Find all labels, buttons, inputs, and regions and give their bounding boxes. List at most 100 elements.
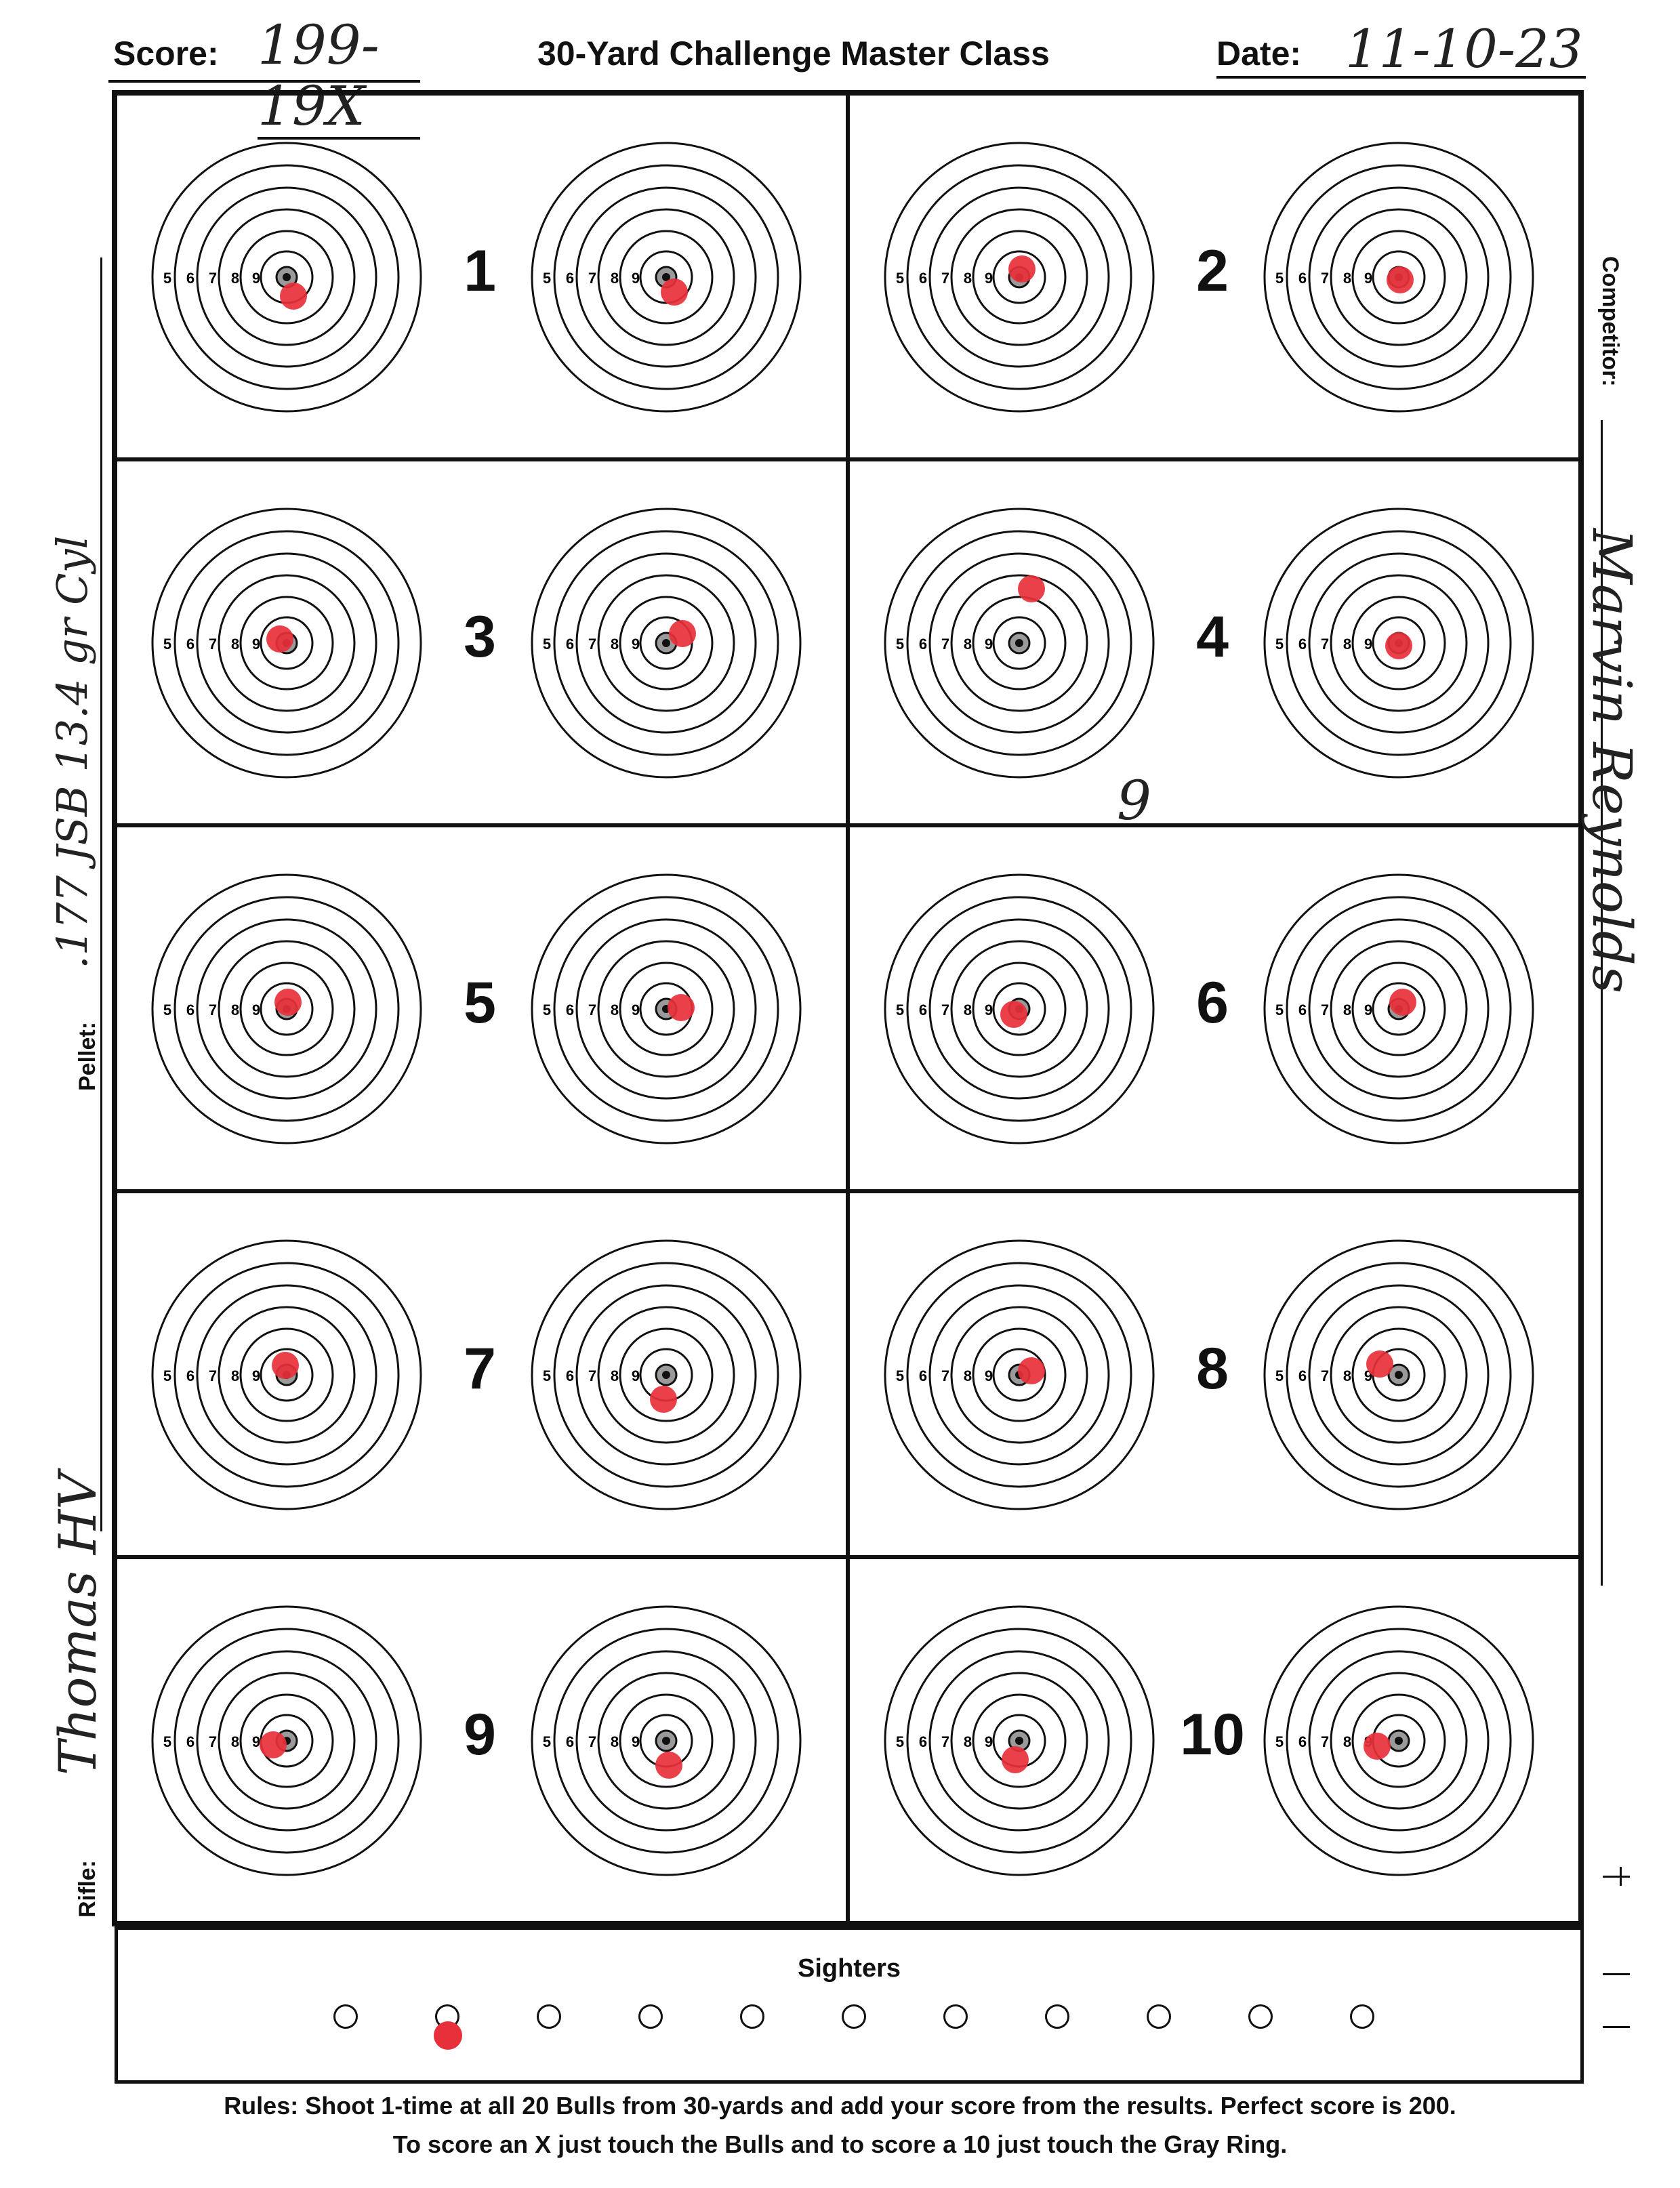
sighter-bull xyxy=(537,2004,561,2029)
target-ring xyxy=(1351,1327,1446,1422)
ring-score-label: 5 xyxy=(896,1002,904,1018)
target-ring xyxy=(151,1239,422,1510)
target-ring xyxy=(239,230,334,325)
target-ring xyxy=(1308,1284,1490,1466)
target-ring xyxy=(1330,574,1468,712)
target-ring xyxy=(531,1605,802,1876)
ring-score-label: 5 xyxy=(543,1002,551,1018)
target-ring xyxy=(906,1262,1132,1488)
target-ring xyxy=(906,896,1132,1122)
sighters-label: Sighters xyxy=(797,1954,901,1983)
ring-score-label: 8 xyxy=(964,1002,972,1018)
rules-line-1: Rules: Shoot 1-time at all 20 Bulls from… xyxy=(224,2092,1456,2120)
sighter-bull xyxy=(1147,2004,1171,2029)
target-ring xyxy=(1263,873,1534,1144)
ring-score-label: 8 xyxy=(611,270,619,287)
target-ring xyxy=(218,1306,356,1444)
target-ring xyxy=(1308,552,1490,734)
ring-score-label: 8 xyxy=(1343,1733,1351,1750)
target-ring xyxy=(992,1348,1046,1402)
target-ring xyxy=(151,142,422,413)
ring-score-label: 7 xyxy=(209,1733,217,1750)
target-ring xyxy=(1351,230,1446,325)
target-ring xyxy=(218,940,356,1078)
pellet-hit xyxy=(1002,1746,1029,1773)
right-field-line xyxy=(1601,420,1603,1586)
target-ring xyxy=(906,164,1132,390)
pellet-hit xyxy=(1387,266,1414,293)
target-ring xyxy=(1263,1239,1534,1510)
date-underline xyxy=(1216,76,1586,79)
target-ring xyxy=(972,596,1067,690)
ring-score-label: 5 xyxy=(896,1733,904,1750)
target-ring xyxy=(1286,896,1512,1122)
sighter-bull xyxy=(1350,2004,1374,2029)
target-ring xyxy=(1330,1306,1468,1444)
target-ring xyxy=(553,1262,779,1488)
target-ring xyxy=(1308,1650,1490,1832)
target-ring xyxy=(619,962,714,1056)
bull-center xyxy=(662,1371,670,1379)
target-ring xyxy=(1286,530,1512,756)
target-ring xyxy=(196,1284,377,1466)
target-ring xyxy=(950,208,1088,346)
target-ring xyxy=(884,508,1155,779)
pellet-label: Pellet: xyxy=(75,1021,100,1091)
target-ring xyxy=(619,1693,714,1788)
target-ring xyxy=(619,1327,714,1422)
target-ring xyxy=(928,1284,1110,1466)
ring-score-label: 7 xyxy=(209,1367,217,1384)
ring-score-label: 8 xyxy=(1343,1367,1351,1384)
target-ring xyxy=(928,552,1110,734)
target-ring xyxy=(597,574,735,712)
target-ring xyxy=(531,1239,802,1510)
ring-score-label: 9 xyxy=(985,270,993,287)
ring-score-label: 7 xyxy=(209,636,217,653)
target-ring xyxy=(992,616,1046,670)
ruler-tick xyxy=(1603,2026,1630,2028)
page-title: 30-Yard Challenge Master Class xyxy=(537,35,1050,73)
ring-score-label: 8 xyxy=(1343,270,1351,287)
ring-score-label: 6 xyxy=(919,1733,927,1750)
target-ring xyxy=(950,1306,1088,1444)
pair-number: 6 xyxy=(1196,970,1229,1035)
ring-score-label: 8 xyxy=(964,270,972,287)
target-ring xyxy=(1308,186,1490,368)
ring-score-label: 5 xyxy=(163,270,171,287)
target-ring xyxy=(1286,1262,1512,1488)
bull-center xyxy=(283,273,291,281)
pair-number: 7 xyxy=(464,1336,496,1401)
target-ring xyxy=(1263,142,1534,413)
ring-score-label: 5 xyxy=(1275,636,1284,653)
ring-score-label: 6 xyxy=(566,636,574,653)
target-ring xyxy=(619,230,714,325)
target-ring xyxy=(553,896,779,1122)
target-ring xyxy=(196,186,377,368)
ring-score-label: 7 xyxy=(941,1002,949,1018)
date-label: Date: xyxy=(1216,35,1302,73)
ring-score-label: 6 xyxy=(186,270,194,287)
target-ring xyxy=(1372,250,1426,304)
target-ring xyxy=(950,1672,1088,1810)
bull-center xyxy=(662,273,670,281)
